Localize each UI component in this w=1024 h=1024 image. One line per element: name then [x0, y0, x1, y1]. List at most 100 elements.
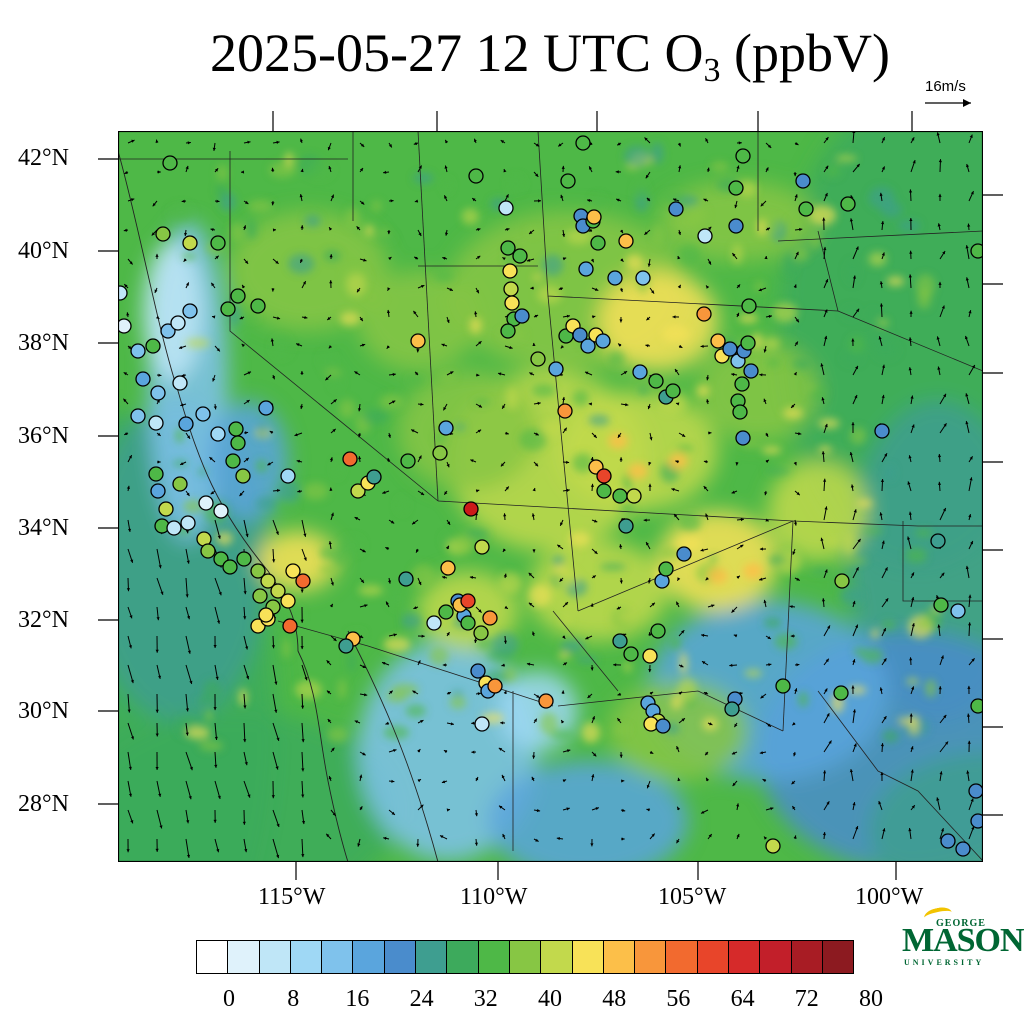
wind-arrowhead	[937, 366, 941, 370]
wind-arrowhead	[326, 660, 330, 664]
station-marker	[548, 361, 564, 377]
station-marker	[338, 638, 354, 654]
station-marker	[228, 421, 244, 437]
wind-arrowhead	[441, 343, 445, 347]
colorbar-cell	[696, 940, 730, 974]
wind-arrowhead	[909, 218, 913, 221]
wind-arrow	[272, 664, 277, 685]
wind-arrowhead	[300, 168, 304, 173]
wind-arrowhead	[792, 806, 796, 810]
wind-arrowhead	[790, 634, 794, 638]
wind-arrow	[214, 577, 222, 596]
station-marker	[482, 610, 498, 626]
wind-arrowhead	[534, 314, 539, 318]
field-texture	[906, 677, 919, 686]
station-marker	[697, 228, 713, 244]
wind-arrowhead	[851, 685, 855, 689]
wind-arrowhead	[911, 572, 914, 576]
wind-arrowhead	[357, 408, 362, 412]
station-marker	[557, 403, 573, 419]
station-marker	[162, 155, 178, 171]
lat-label-36: 36°N	[18, 423, 69, 449]
field-texture	[687, 206, 708, 223]
field-texture	[323, 250, 341, 262]
colorbar-label: 40	[538, 986, 562, 1012]
wind-arrowhead	[444, 232, 449, 236]
station-marker	[710, 333, 726, 349]
wind-arrowhead	[442, 256, 446, 260]
wind-arrowhead	[276, 854, 280, 859]
field-texture	[257, 423, 267, 440]
wind-arrowhead	[300, 259, 303, 263]
field-texture	[271, 336, 292, 359]
station-marker	[432, 445, 448, 461]
wind-arrowhead	[389, 690, 393, 694]
wind-arrowhead	[502, 405, 506, 409]
wind-arrowhead	[326, 833, 330, 838]
wind-arrowhead	[503, 640, 507, 644]
wind-arrowhead	[535, 143, 540, 147]
field-texture	[340, 536, 364, 555]
field-texture	[539, 712, 559, 735]
wind-arrowhead	[821, 397, 825, 401]
wind-arrowhead	[943, 423, 947, 427]
wind-arrowhead	[243, 591, 247, 595]
field-texture	[365, 225, 374, 237]
wind-arrowhead	[131, 139, 135, 143]
logo-line3: UNIVERSITY	[904, 958, 985, 967]
wind-arrowhead	[418, 455, 422, 459]
field-texture	[653, 224, 663, 246]
field-texture	[842, 306, 859, 320]
wind-arrowhead	[703, 486, 707, 490]
field-texture	[628, 463, 648, 479]
station-marker	[503, 281, 519, 297]
field-texture	[669, 636, 682, 650]
wind-arrowhead	[590, 258, 594, 263]
wind-arrowhead	[532, 488, 536, 492]
wind-arrowhead	[128, 455, 132, 459]
wind-arrowhead	[387, 287, 391, 291]
wind-arrowhead	[388, 144, 392, 148]
wind-arrowhead	[210, 228, 214, 232]
field-texture	[558, 652, 570, 660]
wind-arrowhead	[644, 137, 648, 141]
field-texture	[405, 704, 426, 718]
wind-arrowhead	[535, 838, 539, 842]
station-marker	[658, 561, 674, 577]
wind-arrowhead	[940, 655, 944, 659]
wind-arrowhead	[619, 319, 623, 323]
wind-arrowhead	[185, 594, 189, 598]
lat-label-28: 28°N	[18, 791, 69, 817]
wind-arrowhead	[766, 227, 770, 231]
wind-arrowhead	[502, 548, 506, 552]
field-texture	[332, 547, 348, 566]
wind-arrowhead	[329, 603, 333, 608]
station-marker	[696, 306, 712, 322]
wind-arrowhead	[532, 755, 536, 759]
wind-arrowhead	[821, 451, 825, 455]
wind-arrowhead	[594, 550, 598, 554]
wind-arrowhead	[849, 218, 853, 222]
wind-arrow	[127, 751, 132, 770]
field-texture	[337, 678, 347, 700]
colorbar-label: 32	[473, 986, 498, 1012]
field-texture	[608, 350, 625, 367]
logo-line1: GEORGE	[936, 918, 986, 929]
wind-arrowhead	[413, 310, 417, 315]
wind-arrowhead	[363, 258, 367, 262]
wind-arrowhead	[446, 463, 450, 468]
wind-arrowhead	[387, 580, 392, 584]
wind-arrowhead	[332, 428, 336, 433]
field-texture	[679, 652, 688, 675]
colorbar-cell	[227, 940, 260, 974]
station-marker	[230, 288, 246, 304]
wind-arrowhead	[852, 659, 856, 663]
field-texture	[743, 563, 763, 579]
field-texture	[898, 220, 921, 232]
wind-arrowhead	[505, 194, 509, 198]
wind-arrowhead	[617, 692, 621, 696]
wind-arrowhead	[271, 202, 275, 206]
wind-arrowhead	[943, 393, 946, 398]
wind-arrowhead	[879, 687, 883, 691]
station-marker	[572, 327, 588, 343]
